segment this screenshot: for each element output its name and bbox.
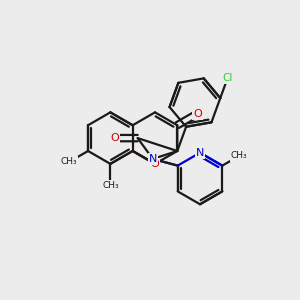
Text: N: N [196,148,204,158]
Text: CH₃: CH₃ [231,152,247,160]
Text: O: O [110,133,119,143]
Text: Cl: Cl [223,73,233,82]
Text: CH₃: CH₃ [61,158,77,166]
Text: O: O [151,159,159,169]
Text: N: N [148,154,157,164]
Text: O: O [193,109,202,118]
Text: CH₃: CH₃ [102,181,119,190]
